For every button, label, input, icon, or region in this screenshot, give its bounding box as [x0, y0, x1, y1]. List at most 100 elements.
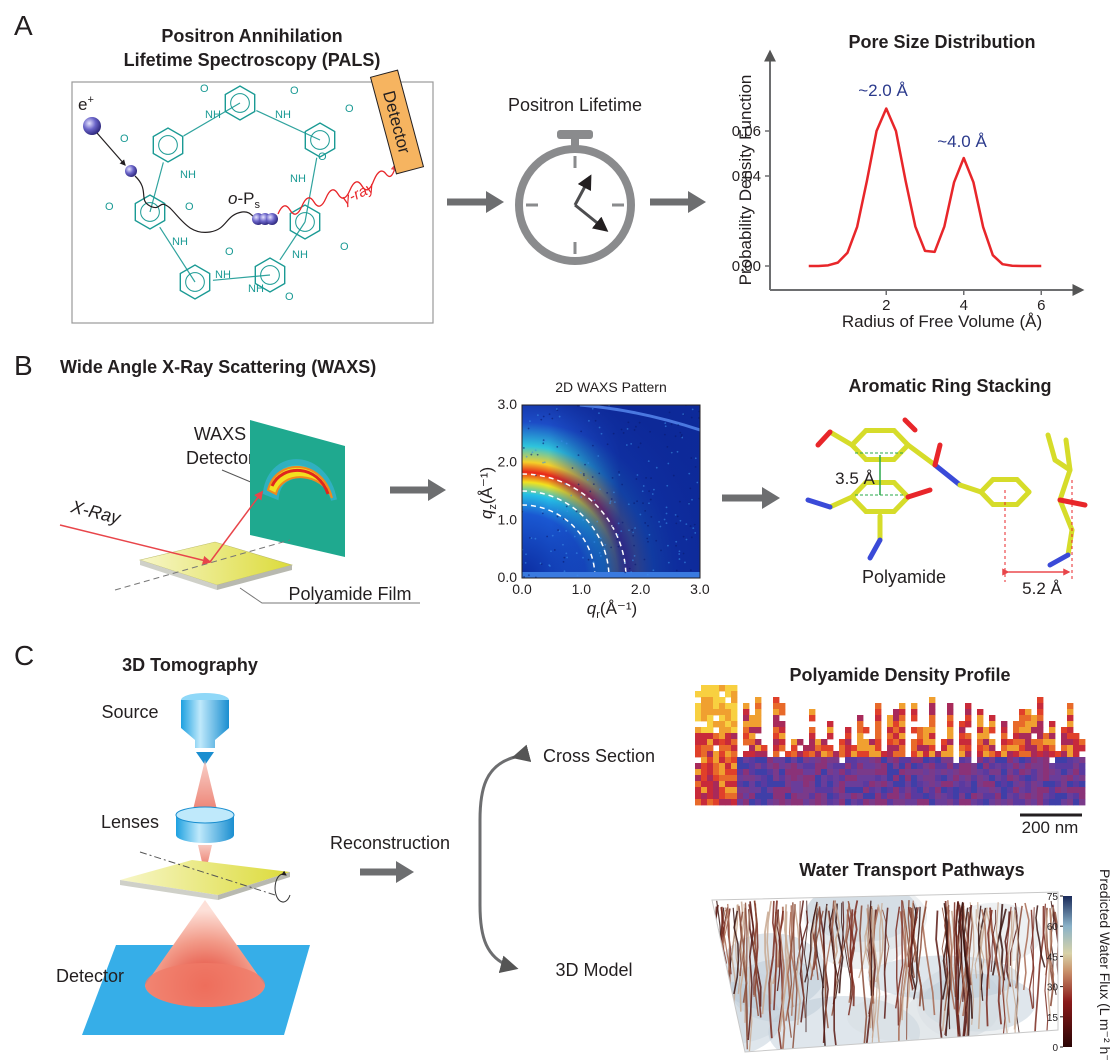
density-pixel — [731, 799, 737, 805]
density-pixel — [707, 697, 713, 703]
density-pixel — [755, 739, 761, 745]
density-pixel — [779, 721, 785, 727]
speckle — [529, 537, 531, 539]
density-pixel — [881, 799, 887, 805]
nh-label: NH — [215, 269, 231, 281]
density-pixel — [875, 715, 881, 721]
density-pixel — [695, 727, 701, 733]
speckle — [526, 456, 528, 458]
density-pixel — [959, 739, 965, 745]
colorbar-tick-label: 45 — [1047, 952, 1059, 963]
speckle — [634, 527, 636, 529]
density-pixel — [887, 793, 893, 799]
density-pixel — [1037, 793, 1043, 799]
speckle — [598, 472, 600, 474]
waxs-detector-label: Detector — [186, 448, 254, 468]
speckle — [677, 451, 679, 453]
density-pixel — [845, 763, 851, 769]
pdf-curve — [809, 109, 1042, 267]
speckle — [563, 561, 565, 563]
density-pixel — [821, 793, 827, 799]
density-pixel — [917, 781, 923, 787]
density-pixel — [869, 763, 875, 769]
density-pixel — [785, 781, 791, 787]
density-pixel — [1043, 781, 1049, 787]
speckle — [607, 443, 609, 445]
density-pixel — [977, 721, 983, 727]
density-pixel — [797, 781, 803, 787]
speckle — [624, 562, 626, 564]
density-pixel — [947, 781, 953, 787]
density-pixel — [1037, 787, 1043, 793]
speckle — [653, 489, 655, 491]
speckle — [565, 552, 567, 554]
o-label: O — [225, 246, 234, 258]
density-pixel — [719, 757, 725, 763]
film — [140, 542, 292, 585]
density-pixel — [1061, 751, 1067, 757]
waxs-shade — [522, 405, 700, 578]
density-pixel — [785, 763, 791, 769]
speckle — [587, 462, 589, 464]
density-pixel — [893, 781, 899, 787]
speckle — [675, 514, 677, 516]
density-pixel — [1067, 757, 1073, 763]
density-pixel — [695, 799, 701, 805]
density-pixel — [809, 793, 815, 799]
branch — [480, 757, 515, 968]
density-pixel — [989, 799, 995, 805]
speckle — [694, 532, 696, 534]
density-pixel — [713, 763, 719, 769]
speckle — [636, 500, 638, 502]
density-pixel — [929, 751, 935, 757]
density-pixel — [731, 769, 737, 775]
density-pixel — [911, 799, 917, 805]
density-pixel — [707, 715, 713, 721]
density-pixel — [1073, 733, 1079, 739]
speckle — [642, 502, 644, 504]
density-pixel — [1001, 799, 1007, 805]
density-pixel — [989, 775, 995, 781]
density-pixel — [749, 775, 755, 781]
density-pixel — [749, 793, 755, 799]
speckle — [599, 427, 601, 429]
density-pixel — [977, 775, 983, 781]
density-pixel — [935, 799, 941, 805]
stick — [908, 445, 935, 465]
density-pixel — [1043, 763, 1049, 769]
pattern-x-tick: 3.0 — [690, 581, 710, 597]
density-pixel — [905, 769, 911, 775]
density-pixel — [839, 793, 845, 799]
density-pixel — [929, 775, 935, 781]
density-pixel — [1049, 721, 1055, 727]
density-pixel — [743, 799, 749, 805]
density-pixel — [959, 751, 965, 757]
speckle — [691, 536, 693, 538]
density-pixel — [755, 703, 761, 709]
density-pixel — [989, 757, 995, 763]
density-pixel — [809, 769, 815, 775]
speckle — [675, 541, 677, 543]
density-pixel — [989, 781, 995, 787]
panel-label: C — [14, 640, 34, 671]
density-pixel — [953, 775, 959, 781]
density-pixel — [803, 757, 809, 763]
density-pixel — [707, 787, 713, 793]
density-pixel — [1019, 751, 1025, 757]
density-pixel — [755, 709, 761, 715]
density-pixel — [941, 745, 947, 751]
density-pixel — [959, 769, 965, 775]
density-pixel — [941, 781, 947, 787]
speckle — [664, 422, 666, 424]
density-pixel — [701, 709, 707, 715]
density-pixel — [827, 775, 833, 781]
density-pixel — [1019, 721, 1025, 727]
speckle — [667, 463, 669, 465]
density-pixel — [923, 727, 929, 733]
density-pixel — [749, 799, 755, 805]
density-pixel — [887, 733, 893, 739]
density-pixel — [899, 739, 905, 745]
density-pixel — [731, 763, 737, 769]
density-pixel — [1043, 799, 1049, 805]
speckle — [593, 541, 595, 543]
